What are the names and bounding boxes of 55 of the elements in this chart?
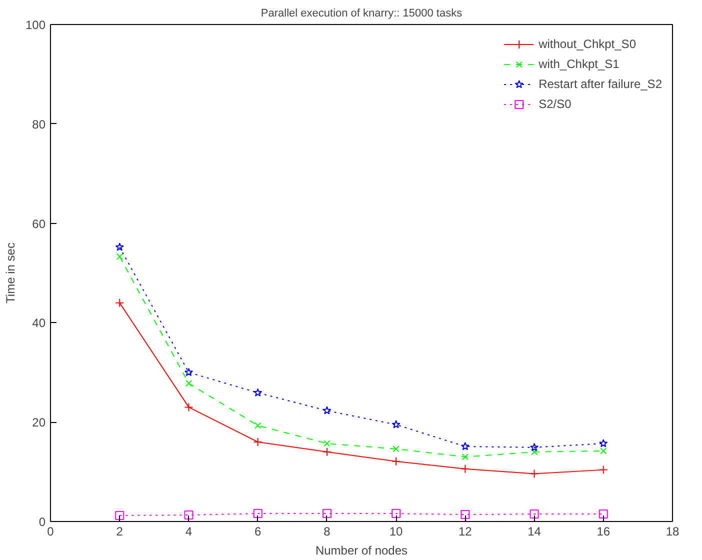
point (254, 388, 262, 397)
point (322, 447, 332, 456)
legend-label: Restart after failure_S2 (538, 77, 662, 91)
point (184, 368, 194, 376)
point (115, 242, 124, 251)
y-tick-label: 100 (25, 18, 46, 32)
point (392, 456, 401, 466)
point (184, 402, 194, 412)
point (530, 469, 539, 478)
y-tick-label: 20 (32, 416, 46, 430)
x-tick-label: 0 (47, 524, 54, 538)
point (598, 510, 608, 519)
y-tick-label: 0 (38, 515, 46, 529)
chart-title: Parallel execution of knarry:: 15000 tasks (260, 8, 463, 20)
x-axis-title: Number of nodes (315, 544, 408, 558)
x-tick-label: 2 (116, 524, 124, 538)
point (115, 298, 124, 308)
point (460, 510, 470, 520)
point (460, 442, 470, 450)
point (322, 406, 332, 414)
y-tick-label: 80 (32, 117, 46, 132)
point (115, 511, 124, 520)
x-tick-label: 6 (254, 524, 262, 538)
point (324, 440, 330, 447)
point (598, 465, 608, 474)
x-tick-label: 14 (528, 524, 542, 538)
legend-label: S2/S0 (538, 97, 572, 111)
point (530, 448, 538, 456)
point (254, 422, 262, 429)
x-tick-label: 12 (458, 524, 472, 538)
point (530, 442, 539, 452)
y-tick-label: 40 (32, 316, 46, 330)
point (116, 253, 123, 260)
point (599, 438, 608, 448)
point (185, 380, 192, 387)
point (253, 437, 262, 446)
x-tick-label: 16 (596, 524, 610, 538)
point (184, 510, 194, 520)
point (392, 420, 400, 428)
point (392, 509, 401, 518)
y-axis-title: Time in sec (3, 242, 18, 304)
point (322, 509, 332, 518)
point (462, 454, 468, 460)
point (530, 510, 539, 519)
point (392, 446, 400, 452)
x-tick-label: 8 (324, 524, 331, 538)
point (460, 464, 470, 474)
x-tick-label: 18 (666, 524, 680, 538)
x-tick-label: 10 (389, 524, 404, 538)
x-tick-label: 4 (185, 524, 192, 538)
legend-label: without_Chkpt_S0 (538, 37, 636, 51)
point (253, 509, 262, 518)
legend-label: with_Chkpt_S1 (538, 57, 620, 71)
y-tick-label: 60 (32, 216, 46, 231)
point (600, 448, 607, 454)
